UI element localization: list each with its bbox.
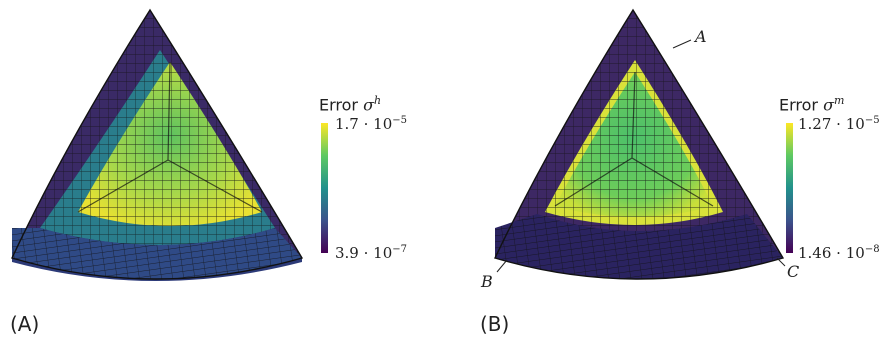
colorbar-title-b: Error σm [779,94,845,115]
leader-line-b [496,259,508,273]
colorbar-max-a: 1.7 · 10−5 [335,115,408,133]
sphere-octant-plot-a [11,8,328,281]
colorbar-title-a: Error σh [319,94,382,115]
colorbar-min-a: 3.9 · 10−7 [335,244,408,262]
colorbar-b [786,123,793,253]
sphere-octant-plot-b [494,8,793,280]
colorbar-a [321,123,328,253]
panel-b: Error σm 1.27 · 10−5 1.46 · 10−8 A B C (… [447,0,895,343]
corner-label-b: B [481,272,493,291]
panel-a: Error σh 1.7 · 10−5 3.9 · 10−7 (A) [0,0,447,343]
bottom-face-a [12,258,302,281]
corner-label-a: A [695,27,707,46]
colorbar-min-b: 1.46 · 10−8 [798,244,880,262]
panel-label-a: (A) [10,312,40,336]
leader-line-a [672,39,692,49]
colorbar-max-b: 1.27 · 10−5 [798,115,880,133]
leader-line-c [776,257,786,267]
panel-label-b: (B) [480,312,510,336]
corner-label-c: C [787,262,800,281]
